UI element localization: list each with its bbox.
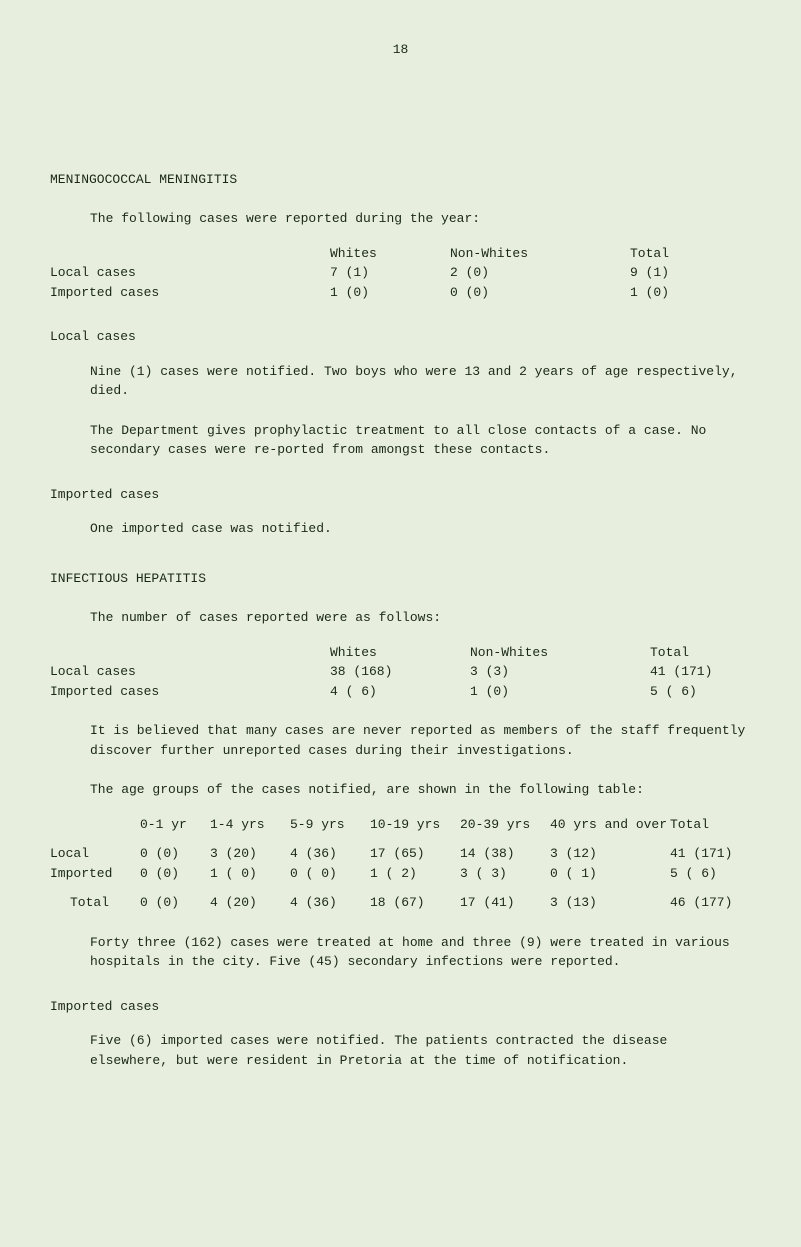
age-imported-c7: 5 ( 6) — [670, 864, 750, 884]
age-local-c3: 4 (36) — [290, 844, 370, 864]
row-imported-w: 1 (0) — [330, 283, 450, 303]
age-imported-c6: 0 ( 1) — [550, 864, 670, 884]
meningitis-intro: The following cases were reported during… — [90, 209, 751, 229]
age-total-c7: 46 (177) — [670, 893, 750, 913]
table-empty-header — [50, 244, 330, 264]
imported-cases-head: Imported cases — [50, 485, 751, 505]
row-local-t: 9 (1) — [630, 263, 730, 283]
h-10-19: 10-19 yrs — [370, 815, 460, 835]
col-total: Total — [630, 244, 730, 264]
hepatitis-age-intro: The age groups of the cases notified, ar… — [90, 780, 751, 800]
hepatitis-header: INFECTIOUS HEPATITIS — [50, 569, 751, 589]
hepatitis-intro: The number of cases reported were as fol… — [90, 608, 751, 628]
age-imported-label: Imported — [50, 864, 140, 884]
row-local-label: Local cases — [50, 662, 330, 682]
row-imported-t: 1 (0) — [630, 283, 730, 303]
age-local-c2: 3 (20) — [210, 844, 290, 864]
h-1-4: 1-4 yrs — [210, 815, 290, 835]
age-total-label: Total — [70, 893, 140, 913]
age-local-label: Local — [50, 844, 140, 864]
row-local-nw: 3 (3) — [470, 662, 650, 682]
hepatitis-para2: Forty three (162) cases were treated at … — [90, 933, 751, 972]
row-local-nw: 2 (0) — [450, 263, 630, 283]
row-imported-label: Imported cases — [50, 283, 330, 303]
col-whites: Whites — [330, 244, 450, 264]
page-number: 18 — [50, 40, 751, 60]
age-local-c1: 0 (0) — [140, 844, 210, 864]
age-empty-header — [50, 815, 140, 835]
row-imported-t: 5 ( 6) — [650, 682, 750, 702]
meningitis-local-p1: Nine (1) cases were notified. Two boys w… — [90, 362, 751, 401]
hepatitis-para1: It is believed that many cases are never… — [90, 721, 751, 760]
age-imported-c5: 3 ( 3) — [460, 864, 550, 884]
col-nonwhites: Non-Whites — [450, 244, 630, 264]
col-whites: Whites — [330, 643, 470, 663]
age-local-c4: 17 (65) — [370, 844, 460, 864]
local-cases-head: Local cases — [50, 327, 751, 347]
h-20-39: 20-39 yrs — [460, 815, 550, 835]
table-empty-header — [50, 643, 330, 663]
age-total-c5: 17 (41) — [460, 893, 550, 913]
age-total-c2: 4 (20) — [210, 893, 290, 913]
h-total: Total — [670, 815, 750, 835]
age-imported-c1: 0 (0) — [140, 864, 210, 884]
age-total-c6: 3 (13) — [550, 893, 670, 913]
age-total-c4: 18 (67) — [370, 893, 460, 913]
hepatitis-imported-head: Imported cases — [50, 997, 751, 1017]
age-table: 0-1 yr 1-4 yrs 5-9 yrs 10-19 yrs 20-39 y… — [50, 815, 751, 913]
h-40: 40 yrs and over — [550, 815, 670, 835]
col-nonwhites: Non-Whites — [470, 643, 650, 663]
meningitis-header: MENINGOCOCCAL MENINGITIS — [50, 170, 751, 190]
row-local-label: Local cases — [50, 263, 330, 283]
row-local-t: 41 (171) — [650, 662, 750, 682]
h-0-1: 0-1 yr — [140, 815, 210, 835]
row-local-w: 38 (168) — [330, 662, 470, 682]
row-imported-nw: 1 (0) — [470, 682, 650, 702]
row-imported-w: 4 ( 6) — [330, 682, 470, 702]
age-local-c6: 3 (12) — [550, 844, 670, 864]
hepatitis-table: Whites Non-Whites Total Local cases 38 (… — [50, 643, 751, 702]
age-total-c3: 4 (36) — [290, 893, 370, 913]
row-local-w: 7 (1) — [330, 263, 450, 283]
age-imported-c4: 1 ( 2) — [370, 864, 460, 884]
meningitis-table: Whites Non-Whites Total Local cases 7 (1… — [50, 244, 751, 303]
row-imported-nw: 0 (0) — [450, 283, 630, 303]
meningitis-local-p2: The Department gives prophylactic treatm… — [90, 421, 751, 460]
meningitis-imported-p1: One imported case was notified. — [90, 519, 751, 539]
row-imported-label: Imported cases — [50, 682, 330, 702]
age-total-c1: 0 (0) — [140, 893, 210, 913]
hepatitis-imported-p: Five (6) imported cases were notified. T… — [90, 1031, 751, 1070]
col-total: Total — [650, 643, 750, 663]
age-imported-c3: 0 ( 0) — [290, 864, 370, 884]
age-local-c7: 41 (171) — [670, 844, 750, 864]
h-5-9: 5-9 yrs — [290, 815, 370, 835]
age-local-c5: 14 (38) — [460, 844, 550, 864]
age-imported-c2: 1 ( 0) — [210, 864, 290, 884]
